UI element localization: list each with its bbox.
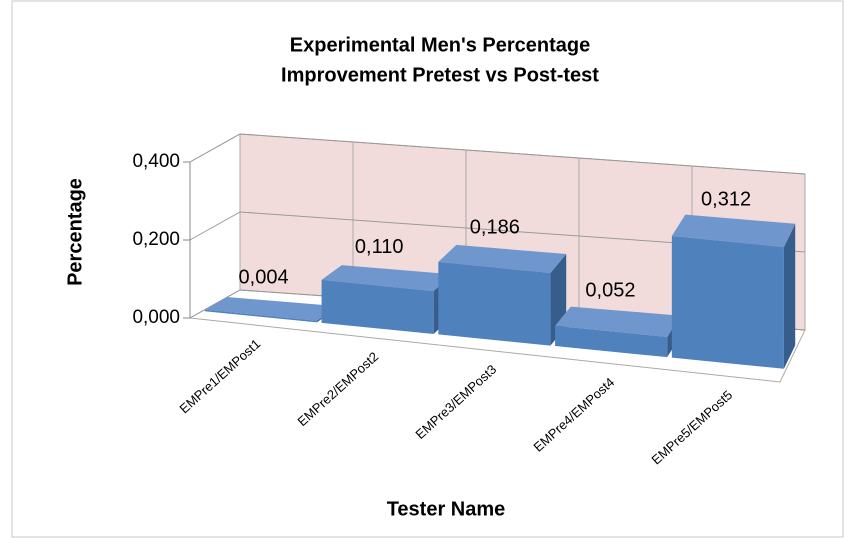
value-label: 0,052 bbox=[585, 280, 635, 302]
bar-side bbox=[783, 223, 796, 369]
bar bbox=[321, 265, 452, 334]
bar-top bbox=[438, 244, 567, 274]
bar-front bbox=[321, 279, 434, 334]
bar-top bbox=[321, 265, 452, 292]
y-tick-label: 0,400 bbox=[132, 151, 180, 172]
chart-title: Improvement Pretest vs Post-test bbox=[281, 64, 599, 86]
x-axis-title: Tester Name bbox=[387, 498, 506, 520]
value-label: 0,312 bbox=[701, 189, 751, 211]
bar-top bbox=[555, 306, 681, 337]
chart-title: Experimental Men's Percentage bbox=[290, 34, 590, 56]
grid-line bbox=[189, 211, 806, 253]
value-label: 0,004 bbox=[239, 267, 289, 289]
bar-front bbox=[438, 261, 551, 346]
value-label: 0,186 bbox=[470, 217, 520, 239]
grid-line bbox=[189, 133, 806, 175]
y-tick-label: 0,200 bbox=[132, 229, 180, 250]
bar-front bbox=[555, 325, 668, 358]
bar bbox=[671, 214, 796, 369]
y-tick-label: 0,000 bbox=[132, 307, 180, 328]
bar-front bbox=[671, 235, 784, 369]
bar bbox=[438, 244, 567, 346]
bar-front bbox=[204, 309, 317, 323]
y-axis-title: Percentage bbox=[64, 178, 86, 286]
bar-top bbox=[671, 214, 796, 248]
bar-top bbox=[204, 297, 338, 321]
value-label: 0,110 bbox=[355, 236, 404, 258]
